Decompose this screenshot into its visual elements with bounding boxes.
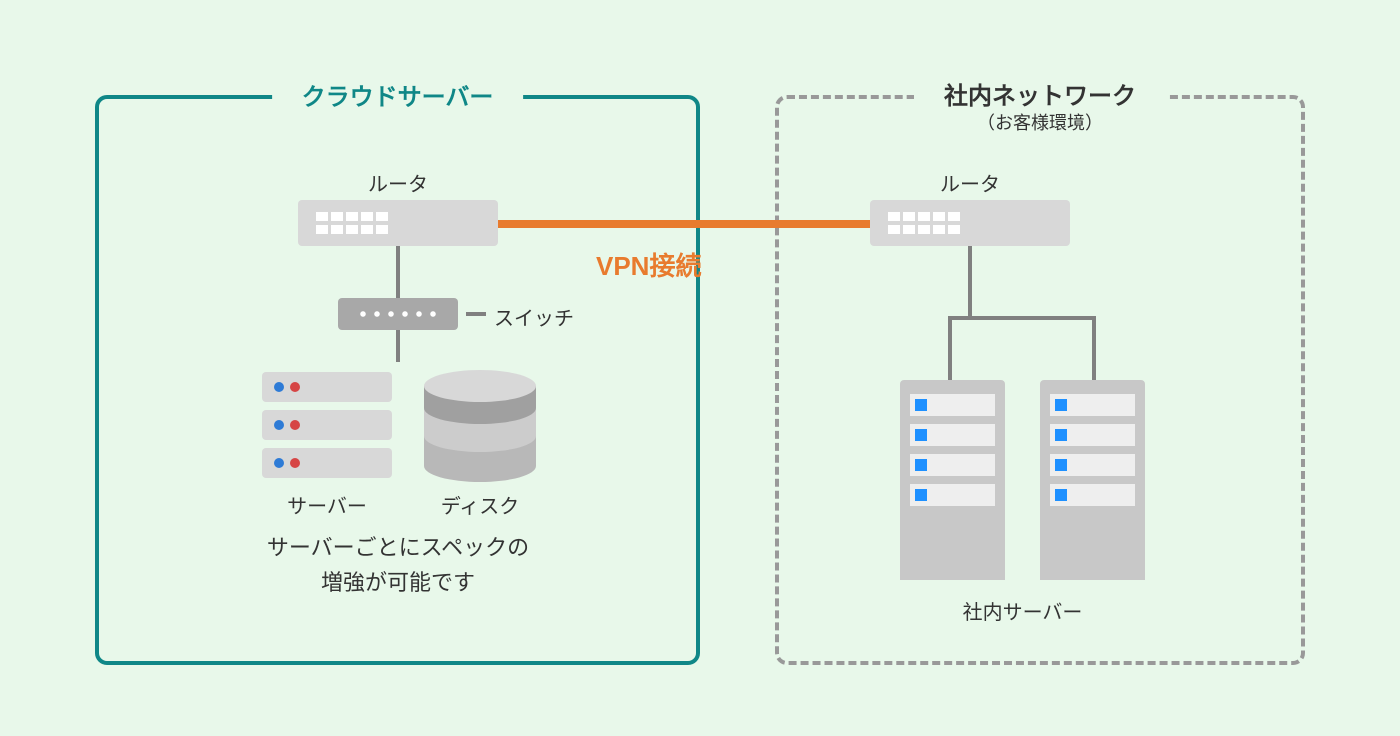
switch-tick: [466, 312, 486, 316]
internal-title-text: 社内ネットワーク: [944, 83, 1136, 110]
disk-icon: [420, 370, 540, 480]
server-stack-icon: [262, 372, 392, 486]
connector: [968, 246, 972, 316]
note-line2: 増強が可能です: [321, 570, 475, 595]
connector: [948, 316, 952, 380]
disk-label: ディスク: [420, 490, 540, 519]
internal-router-icon: [870, 200, 1070, 246]
tower-slot: [1050, 394, 1135, 416]
tower-slot: [1050, 454, 1135, 476]
connector: [396, 246, 400, 298]
diagram-canvas: クラウドサーバー 社内ネットワーク （お客様環境） VPN接続 ルータ スイッチ…: [0, 0, 1400, 736]
internal-subtitle: （お客様環境）: [944, 112, 1136, 135]
switch-icon: [338, 298, 458, 330]
internal-server-label: 社内サーバー: [900, 596, 1145, 625]
server-unit: [262, 448, 392, 478]
note-line1: サーバーごとにスペックの: [267, 535, 529, 560]
switch-label: スイッチ: [494, 302, 574, 331]
internal-router-label: ルータ: [870, 168, 1070, 197]
tower-slot: [910, 454, 995, 476]
cloud-router-label: ルータ: [298, 168, 498, 197]
connector: [396, 330, 400, 362]
internal-server-icon: [900, 380, 1005, 580]
tower-slot: [1050, 484, 1135, 506]
tower-slot: [910, 424, 995, 446]
server-unit: [262, 372, 392, 402]
vpn-connection-line: [498, 220, 870, 228]
tower-slot: [1050, 424, 1135, 446]
tower-slot: [910, 394, 995, 416]
internal-server-icon: [1040, 380, 1145, 580]
connector: [948, 316, 1096, 320]
internal-box-title: 社内ネットワーク （お客様環境）: [914, 81, 1166, 136]
cloud-router-icon: [298, 200, 498, 246]
tower-slot: [910, 484, 995, 506]
server-unit: [262, 410, 392, 440]
connector: [1092, 316, 1096, 380]
vpn-label: VPN接続: [596, 246, 701, 283]
cloud-note: サーバーごとにスペックの 増強が可能です: [198, 530, 598, 600]
cloud-box-title: クラウドサーバー: [272, 77, 524, 112]
server-label: サーバー: [262, 490, 392, 519]
